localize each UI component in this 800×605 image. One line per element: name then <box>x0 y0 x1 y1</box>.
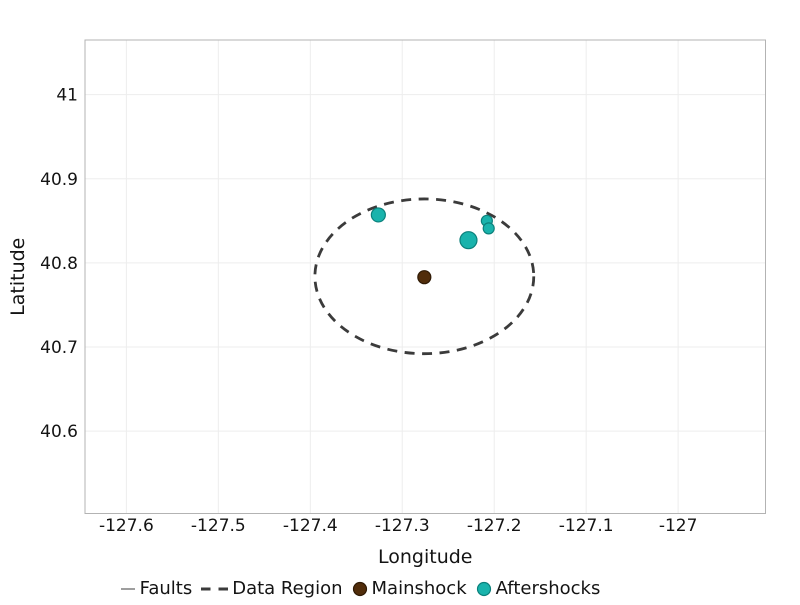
y-tick-label: 41 <box>56 86 78 106</box>
aftershocks-point <box>370 207 386 223</box>
legend: Faults Data Region Mainshock Aftershocks <box>0 576 800 602</box>
legend-label-faults: Faults <box>139 578 193 599</box>
legend-item-mainshock: Mainshock <box>352 576 467 602</box>
mainshock-dot-icon <box>352 581 367 597</box>
data-region-dashed-line-icon <box>201 587 229 591</box>
y-tick-label: 40.7 <box>40 338 78 358</box>
x-tick-label: -127.1 <box>559 516 614 536</box>
data-region-ellipse <box>313 197 536 356</box>
legend-items: Faults Data Region Mainshock Aftershocks <box>120 576 601 602</box>
legend-label-data-region: Data Region <box>232 578 343 599</box>
x-tick-label: -127.6 <box>99 516 154 536</box>
x-tick-label: -127.4 <box>283 516 338 536</box>
plot-border <box>84 39 766 514</box>
y-tick-label: 40.9 <box>40 170 78 190</box>
faults-line-icon <box>120 588 135 590</box>
aftershocks-point <box>459 231 478 250</box>
y-tick-label: 40.8 <box>40 254 78 274</box>
aftershocks-dot-icon <box>476 581 491 597</box>
x-tick-label: -127.5 <box>191 516 246 536</box>
legend-item-aftershocks: Aftershocks <box>476 576 601 602</box>
aftershocks-point <box>482 222 495 235</box>
scatter-plot: -127.6 -127.5 -127.4 -127.3 -127.2 -127.1 -127… <box>7 39 766 568</box>
mainshock-point <box>417 270 432 285</box>
legend-label-aftershocks: Aftershocks <box>495 578 601 599</box>
x-tick-label: -127 <box>659 516 698 536</box>
x-tick-label: -127.3 <box>375 516 430 536</box>
x-axis-label: Longitude <box>378 546 473 568</box>
y-axis-label: Latitude <box>7 238 29 316</box>
y-tick-label: 40.6 <box>40 422 78 442</box>
x-tick-label: -127.2 <box>467 516 522 536</box>
legend-item-data-region: Data Region <box>201 576 343 602</box>
legend-label-mainshock: Mainshock <box>371 578 467 599</box>
legend-item-faults: Faults <box>120 576 193 602</box>
